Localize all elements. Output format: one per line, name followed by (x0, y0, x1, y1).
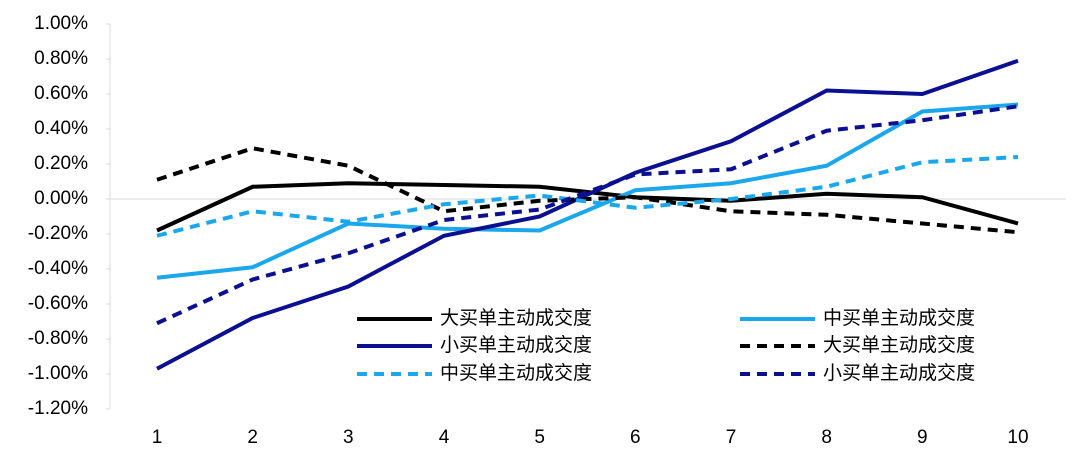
x-tick-label: 5 (534, 427, 545, 448)
legend-label: 小买单主动成交度 (440, 334, 592, 356)
y-tick-label: 0.00% (34, 188, 88, 209)
y-tick-label: -0.40% (28, 258, 88, 279)
y-tick-label: 0.80% (34, 48, 88, 69)
series-line (156, 104, 1019, 326)
x-tick-label: 3 (343, 427, 354, 448)
series-line (156, 58, 1019, 371)
x-tick-label: 8 (821, 427, 832, 448)
y-tick-label: 0.60% (34, 83, 88, 104)
legend-label: 大买单主动成交度 (440, 307, 592, 329)
x-tick-label: 1 (152, 427, 163, 448)
x-tick-label: 10 (1007, 427, 1028, 448)
x-tick-label: 4 (439, 427, 450, 448)
y-tick-label: -0.60% (28, 293, 88, 314)
y-tick-label: 0.20% (34, 153, 88, 174)
legend-label: 大买单主动成交度 (823, 334, 975, 356)
legend-label: 小买单主动成交度 (823, 362, 975, 384)
x-tick-label: 7 (726, 427, 737, 448)
y-tick-label: -0.80% (28, 328, 88, 349)
legend-label: 中买单主动成交度 (823, 307, 975, 329)
series-line (156, 102, 1019, 280)
y-tick-label: 1.00% (34, 13, 88, 34)
y-tick-label: 0.40% (34, 118, 88, 139)
series-line (156, 146, 1019, 235)
y-tick-label: -1.00% (28, 363, 88, 384)
legend-label: 中买单主动成交度 (440, 362, 592, 384)
series-line (156, 181, 1019, 233)
x-tick-label: 9 (917, 427, 928, 448)
x-tick-label: 2 (247, 427, 258, 448)
x-tick-label: 6 (630, 427, 641, 448)
y-tick-label: -1.20% (28, 398, 88, 419)
y-tick-label: -0.20% (28, 223, 88, 244)
